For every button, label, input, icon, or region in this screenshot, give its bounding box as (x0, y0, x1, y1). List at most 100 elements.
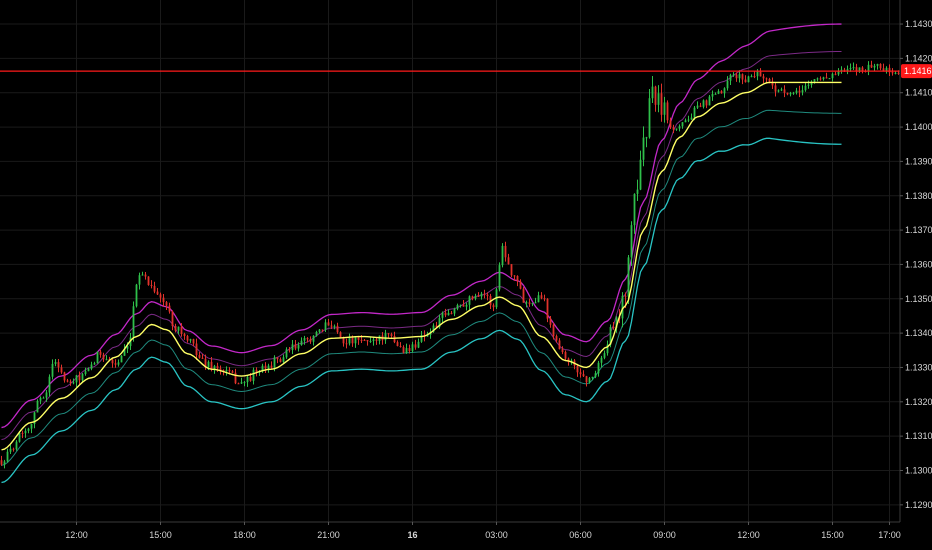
candle-body (231, 371, 234, 373)
candle-body (195, 343, 198, 356)
candle-body (846, 69, 849, 71)
time-tick-label: 03:00 (485, 530, 508, 540)
candle-body (60, 367, 63, 373)
candle-body (501, 245, 504, 266)
candle-body (297, 345, 300, 349)
time-tick-label: 17:00 (878, 530, 901, 540)
candle-body (492, 305, 495, 308)
candle-body (351, 336, 354, 344)
candle-body (666, 102, 669, 121)
candle-body (792, 92, 795, 94)
candle-body (399, 345, 402, 348)
candle-body (804, 85, 807, 91)
candle-body (651, 86, 654, 99)
candle-body (435, 325, 438, 328)
candle-body (774, 85, 777, 92)
candle-body (369, 341, 372, 343)
candle-body (411, 344, 414, 351)
candle-body (624, 295, 627, 297)
candle-body (642, 137, 645, 160)
candle-body (180, 326, 183, 334)
candle-body (876, 63, 879, 66)
candle-body (690, 117, 693, 120)
candle-body (81, 374, 84, 381)
candle-body (219, 368, 222, 371)
candle-body (450, 312, 453, 314)
candle-body (756, 71, 759, 77)
candle-body (6, 451, 9, 462)
candle-body (222, 370, 225, 372)
price-tick-label: 1.14100 (905, 88, 932, 98)
candle-body (597, 362, 600, 374)
candle-body (270, 365, 273, 368)
candle-body (852, 67, 855, 69)
candle-body (444, 312, 447, 316)
price-tick-label: 1.14000 (905, 122, 932, 132)
candle-body (765, 78, 768, 80)
candle-body (714, 93, 717, 95)
candle-body (540, 295, 543, 299)
time-tick-label: 06:00 (569, 530, 592, 540)
candle-body (315, 331, 318, 336)
time-axis[interactable]: 12:00 15:00 18:00 21:00 16 03:00 06:00 09:00 12:… (65, 522, 901, 540)
candle-body (324, 322, 327, 330)
candle-body (738, 74, 741, 79)
candle-body (717, 91, 720, 94)
candle-body (24, 430, 27, 434)
candle-body (27, 428, 30, 431)
candle-body (393, 336, 396, 343)
candle-body (552, 324, 555, 337)
candle-body (228, 369, 231, 372)
candle-body (732, 74, 735, 76)
candle-body (543, 298, 546, 300)
candle-body (420, 335, 423, 342)
candle-body (477, 295, 480, 297)
candle-body (810, 81, 813, 85)
price-axis[interactable]: 1.14300 1.14200 1.14100 1.14000 1.13900 1.138… (900, 19, 932, 510)
candle-body (327, 322, 330, 326)
candle-body (843, 69, 846, 71)
candle-body (459, 304, 462, 306)
candle-body (834, 73, 837, 75)
basis-line (1, 81, 842, 451)
price-tick-label: 1.12900 (905, 500, 932, 510)
candle-body (609, 326, 612, 345)
candle-body (9, 448, 12, 452)
candle-body (480, 293, 483, 297)
candle-body (837, 70, 840, 75)
candle-body (528, 302, 531, 305)
candle-body (306, 338, 309, 340)
candle-body (63, 372, 66, 381)
candle-body (246, 376, 249, 383)
candle-body (735, 74, 738, 79)
candle-body (456, 305, 459, 309)
candle-body (339, 332, 342, 338)
candle-body (687, 119, 690, 121)
candle-body (447, 312, 450, 316)
candle-body (831, 73, 834, 79)
candle-body (462, 304, 465, 307)
candle-body (294, 344, 297, 349)
chart-grid (0, 0, 900, 522)
candle-body (648, 98, 651, 138)
candle-body (72, 382, 75, 384)
candle-body (126, 346, 129, 349)
candle-body (438, 317, 441, 328)
candle-body (162, 297, 165, 303)
candle-body (201, 357, 204, 359)
candle-body (354, 337, 357, 344)
candle-body (321, 329, 324, 331)
candle-body (753, 76, 756, 78)
candle-body (840, 69, 843, 71)
candle-body (273, 357, 276, 368)
candle-body (147, 276, 150, 285)
candle-body (330, 325, 333, 327)
candle-body (870, 64, 873, 68)
candle-body (57, 362, 60, 368)
candle-body (801, 90, 804, 93)
price-tick-label: 1.14300 (905, 19, 932, 29)
time-tick-label: 12:00 (737, 530, 760, 540)
candle-body (267, 365, 270, 369)
